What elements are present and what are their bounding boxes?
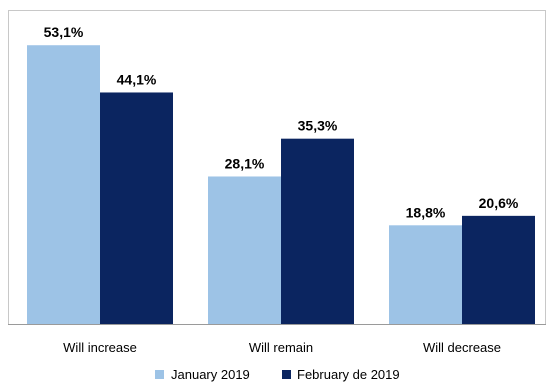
bars-layer — [27, 45, 535, 324]
data-label-1-0: 28,1% — [225, 155, 265, 171]
legend-label-1: February de 2019 — [297, 367, 400, 382]
legend: January 2019 February de 2019 — [155, 367, 400, 382]
bar-2-1 — [462, 215, 535, 324]
bar-2-0 — [389, 225, 462, 324]
bar-0-1 — [100, 92, 173, 324]
data-labels-layer: 53,1% 44,1% 28,1% 35,3% 18,8% 20,6% — [44, 24, 519, 220]
bar-1-1 — [281, 138, 354, 324]
data-label-0-1: 44,1% — [117, 71, 157, 87]
data-label-0-0: 53,1% — [44, 24, 84, 40]
bar-1-0 — [208, 176, 281, 324]
legend-swatch-1 — [282, 370, 291, 379]
data-label-2-1: 20,6% — [479, 195, 519, 211]
category-labels-layer: Will increase Will remain Will decrease — [63, 340, 501, 355]
category-label-2: Will decrease — [423, 340, 501, 355]
category-label-1: Will remain — [249, 340, 313, 355]
data-label-2-0: 18,8% — [406, 204, 446, 220]
legend-label-0: January 2019 — [171, 367, 250, 382]
legend-swatch-0 — [155, 370, 164, 379]
data-label-1-1: 35,3% — [298, 118, 338, 134]
bar-0-0 — [27, 45, 100, 324]
category-label-0: Will increase — [63, 340, 137, 355]
